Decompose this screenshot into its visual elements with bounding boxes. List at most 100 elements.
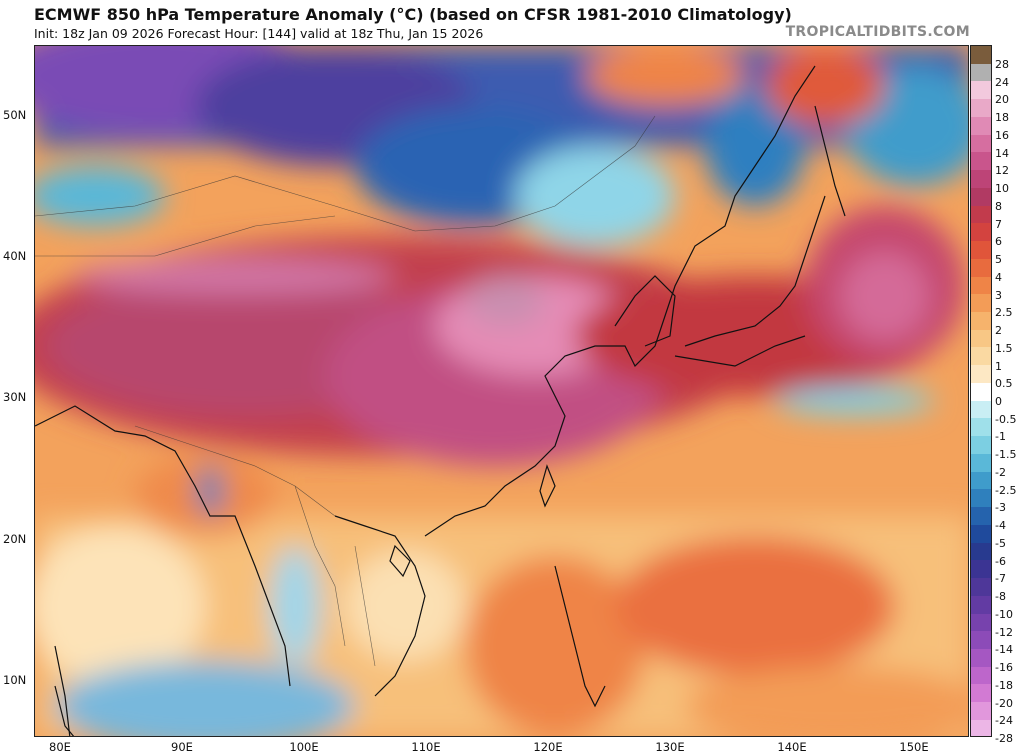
color-legend-label: -12 (995, 625, 1013, 639)
anomaly-map[interactable] (34, 45, 969, 737)
lon-label: 130E (655, 740, 685, 754)
color-legend-swatch (971, 453, 991, 472)
color-legend-swatch (971, 329, 991, 348)
color-legend-label: -8 (995, 590, 1006, 604)
color-legend-label: -20 (995, 696, 1013, 710)
lat-label: 10N (3, 673, 27, 687)
color-legend-swatch (971, 400, 991, 419)
color-legend-label: 5 (995, 253, 1002, 267)
color-legend-label: -24 (995, 714, 1013, 728)
color-legend-swatch (971, 294, 991, 313)
color-legend-label: -1 (995, 430, 1006, 444)
lat-label: 30N (3, 390, 27, 404)
color-legend-swatch (971, 684, 991, 703)
color-legend-swatch (971, 99, 991, 117)
color-legend-label: 28 (995, 57, 1009, 71)
color-legend-swatch (971, 223, 991, 242)
site-brand[interactable]: TROPICALTIDBITS.COM (785, 24, 970, 40)
lon-label: 110E (411, 740, 441, 754)
color-legend-swatch (971, 436, 991, 454)
color-legend-label: 4 (995, 270, 1002, 284)
color-legend-label: -3 (995, 501, 1006, 515)
lat-label: 50N (3, 108, 27, 122)
color-legend-label: 0 (995, 395, 1002, 408)
color-legend-swatch (971, 578, 991, 596)
color-legend-swatch (971, 418, 991, 437)
color-legend-swatch (971, 666, 991, 685)
lon-label: 140E (777, 740, 807, 754)
color-legend-swatch (971, 63, 991, 82)
color-legend-swatch (971, 81, 991, 100)
color-legend-swatch (971, 46, 991, 64)
color-legend-label: -14 (995, 643, 1013, 657)
lat-label: 40N (3, 249, 27, 263)
color-legend-swatch (971, 134, 991, 153)
forecast-info: Init: 18z Jan 09 2026 Forecast Hour: [14… (34, 26, 484, 41)
color-legend-swatch (971, 719, 991, 736)
color-legend-label: 24 (995, 75, 1009, 89)
color-legend-label: -18 (995, 678, 1013, 692)
color-legend-swatch (971, 347, 991, 366)
color-legend-swatch (971, 631, 991, 649)
lon-label: 120E (533, 740, 563, 754)
color-legend-swatch (971, 613, 991, 632)
color-legend-label: -4 (995, 519, 1006, 533)
anomaly-field (35, 46, 968, 736)
color-legend-label: -2.5 (995, 483, 1017, 497)
color-legend-label: 6 (995, 235, 1002, 249)
color-legend-swatch (971, 276, 991, 295)
color-legend-swatch (971, 205, 991, 224)
color-legend-label: -28 (995, 732, 1013, 746)
color-legend-label: 1 (995, 359, 1002, 373)
color-legend-swatch (971, 187, 991, 206)
color-legend-label: -2 (995, 465, 1006, 479)
color-legend-swatch (971, 471, 991, 490)
coastlines (35, 65, 846, 736)
color-legend-bar (970, 45, 992, 737)
color-legend-label: 8 (995, 199, 1002, 213)
color-legend-label: -0.5 (995, 412, 1017, 426)
color-legend-label: -5 (995, 536, 1006, 550)
color-legend-swatch (971, 560, 991, 579)
color-legend-swatch (971, 489, 991, 508)
color-legend-label: 18 (995, 111, 1009, 125)
color-legend-swatch (971, 116, 991, 135)
color-legend-swatch (971, 524, 991, 543)
color-legend-swatch (971, 542, 991, 561)
color-legend-swatch (971, 241, 991, 259)
color-legend-label: 0.5 (995, 377, 1013, 391)
lon-label: 150E (899, 740, 929, 754)
chart-title: ECMWF 850 hPa Temperature Anomaly (°C) (… (34, 5, 792, 24)
lat-label: 20N (3, 532, 27, 546)
map-canvas (35, 46, 968, 736)
color-legend-label: -1.5 (995, 448, 1017, 462)
color-legend-swatch (971, 312, 991, 330)
borders (35, 115, 656, 667)
lon-label: 90E (171, 740, 193, 754)
color-legend-swatch (971, 152, 991, 171)
color-legend-swatch (971, 648, 991, 667)
color-legend-swatch (971, 258, 991, 277)
lon-label: 100E (289, 740, 319, 754)
color-legend-label: 2.5 (995, 306, 1013, 320)
color-legend-swatch (971, 365, 991, 383)
color-legend-label: 2 (995, 324, 1002, 338)
color-legend-swatch (971, 507, 991, 525)
color-legend-label: 7 (995, 217, 1002, 231)
color-legend-label: 20 (995, 93, 1009, 107)
lon-label: 80E (49, 740, 71, 754)
color-legend-swatch (971, 170, 991, 188)
color-legend-swatch (971, 702, 991, 720)
color-legend-label: 10 (995, 182, 1009, 196)
color-legend-label: -6 (995, 554, 1006, 568)
color-legend-label: 1.5 (995, 341, 1013, 355)
color-legend-label: 16 (995, 128, 1009, 142)
color-legend-label: -16 (995, 661, 1013, 675)
color-legend-label: 14 (995, 146, 1009, 160)
color-legend-swatch (971, 595, 991, 614)
color-legend-swatch (971, 382, 991, 401)
color-legend-labels: 28 24 20 18 16 14 12 10 8 7 6 5 4 3 2.5 2 1.5 1 0.5 0 -0.5 -1… (995, 45, 1024, 745)
color-legend-label: -7 (995, 572, 1006, 586)
color-legend-label: -10 (995, 607, 1013, 621)
color-legend-label: 3 (995, 288, 1002, 302)
